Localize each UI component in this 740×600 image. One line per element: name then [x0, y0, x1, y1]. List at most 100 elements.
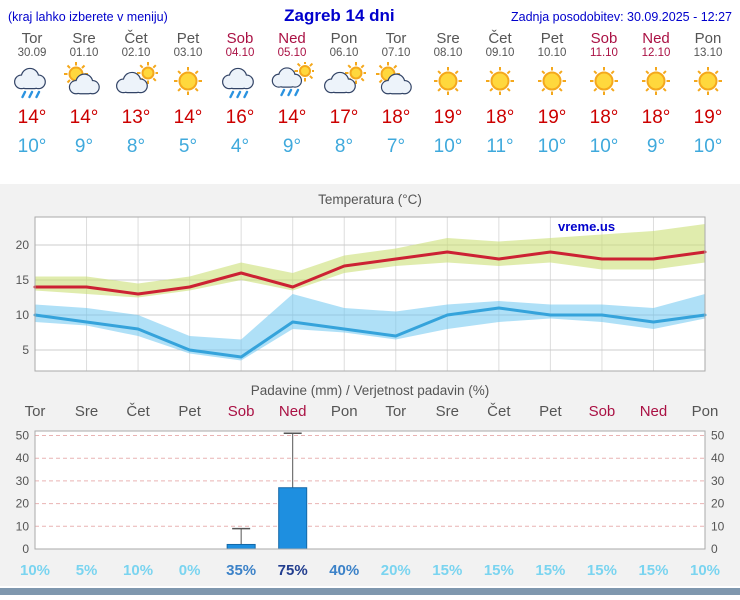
low-temp: 7°	[386, 136, 406, 157]
forecast-day-13-10[interactable]: Pon 13.10 19° 10°	[682, 30, 734, 158]
day-date: 03.10	[173, 47, 203, 59]
watermark: vreme.us	[558, 219, 615, 234]
forecast-day-30-09[interactable]: Tor 30.09 14° 10°	[6, 30, 58, 158]
high-temp: 14°	[277, 107, 307, 128]
header: (kraj lahko izberete v meniju) Zagreb 14…	[0, 0, 740, 26]
precip-probability: 10%	[19, 562, 51, 579]
svg-text:10: 10	[711, 519, 725, 533]
svg-text:20: 20	[16, 497, 30, 511]
day-name: Tor	[385, 30, 407, 47]
forecast-day-09-10[interactable]: Čet 09.10 18° 11°	[474, 30, 526, 158]
svg-text:40: 40	[711, 451, 725, 465]
precip-day-label: Tor	[385, 403, 407, 420]
precip-day-label: Ned	[278, 403, 307, 420]
cloudy-icon	[318, 59, 370, 106]
high-temp: 19°	[433, 107, 463, 128]
day-date: 04.10	[225, 47, 255, 59]
low-temp: 9°	[646, 136, 666, 157]
forecast-day-10-10[interactable]: Pet 10.10 19° 10°	[526, 30, 578, 158]
forecast-day-03-10[interactable]: Pet 03.10 14° 5°	[162, 30, 214, 158]
low-temp: 9°	[74, 136, 94, 157]
svg-text:20: 20	[711, 497, 725, 511]
day-date: 08.10	[433, 47, 463, 59]
sun-icon	[682, 59, 734, 106]
footer-bar	[0, 588, 740, 595]
precip-day-labels: Tor Sre Čet Pet Sob Ned Pon Tor Sre Čet Pet Sob Ned P…	[0, 402, 740, 423]
day-date: 30.09	[17, 47, 47, 59]
day-name: Čet	[124, 30, 148, 47]
forecast-day-12-10[interactable]: Ned 12.10 18° 9°	[630, 30, 682, 158]
precip-day-label: Pon	[691, 403, 719, 420]
low-temp: 10°	[693, 136, 723, 157]
temperature-chart-title: Temperatura (°C)	[318, 192, 422, 207]
high-temp: 18°	[485, 107, 515, 128]
day-name: Ned	[642, 30, 670, 47]
precip-chart-title: Padavine (mm) / Verjetnost padavin (%)	[250, 383, 490, 398]
precip-probability: 15%	[535, 562, 566, 579]
location-menu-hint: (kraj lahko izberete v meniju)	[8, 10, 168, 24]
svg-text:50: 50	[16, 429, 30, 443]
svg-text:30: 30	[16, 474, 30, 488]
day-name: Sob	[590, 30, 618, 47]
svg-text:30: 30	[711, 474, 725, 488]
day-date: 12.10	[641, 47, 671, 59]
day-date: 06.10	[329, 47, 359, 59]
forecast-day-06-10[interactable]: Pon 06.10 17° 8°	[318, 30, 370, 158]
forecast-day-04-10[interactable]: Sob 04.10 16° 4°	[214, 30, 266, 158]
svg-text:0: 0	[711, 542, 718, 556]
day-date: 13.10	[693, 47, 723, 59]
charts-panel: Temperatura (°C) 5 10 15 20 vreme.us Padavin…	[0, 184, 740, 586]
rain-icon	[214, 59, 266, 106]
svg-text:40: 40	[16, 451, 30, 465]
precip-day-label: Sre	[74, 403, 99, 420]
day-name: Pon	[694, 30, 722, 47]
high-temp: 13°	[121, 107, 151, 128]
last-update: Zadnja posodobitev: 30.09.2025 - 12:27	[510, 10, 732, 24]
precip-day-label: Tor	[24, 403, 46, 420]
sun-icon	[422, 59, 474, 106]
svg-text:20: 20	[16, 238, 30, 252]
cloudy-icon	[110, 59, 162, 106]
svg-text:0: 0	[22, 542, 29, 556]
partly-icon	[370, 59, 422, 106]
precip-day-label: Čet	[126, 403, 150, 420]
precip-probability: 40%	[329, 562, 360, 579]
precip-probability: 15%	[586, 562, 617, 579]
precip-probability: 15%	[638, 562, 669, 579]
precip-day-label: Sob	[588, 403, 616, 420]
day-date: 02.10	[121, 47, 151, 59]
day-date: 11.10	[590, 47, 618, 59]
low-temp: 10°	[433, 136, 463, 157]
low-temp: 10°	[17, 136, 47, 157]
precip-probability-labels: 10% 5% 10% 0% 35% 75% 40% 20% 15% 15% 15% 15% 15% 10%	[0, 561, 740, 582]
sun-icon	[162, 59, 214, 106]
forecast-day-02-10[interactable]: Čet 02.10 13° 8°	[110, 30, 162, 158]
day-date: 07.10	[381, 47, 411, 59]
svg-text:15: 15	[16, 273, 30, 287]
forecast-day-05-10[interactable]: Ned 05.10 14° 9°	[266, 30, 318, 158]
precip-day-label: Ned	[639, 403, 668, 420]
forecast-day-11-10[interactable]: Sob 11.10 18° 10°	[578, 30, 630, 158]
showers-icon	[266, 59, 318, 106]
day-date: 10.10	[537, 47, 567, 59]
precip-day-label: Čet	[487, 403, 511, 420]
day-name: Ned	[278, 30, 306, 47]
partly-icon	[58, 59, 110, 106]
precip-day-label: Sre	[435, 403, 459, 420]
forecast-day-08-10[interactable]: Sre 08.10 19° 10°	[422, 30, 474, 158]
precip-day-label: Sob	[227, 403, 255, 420]
high-temp: 14°	[173, 107, 203, 128]
forecast-day-07-10[interactable]: Tor 07.10 18° 7°	[370, 30, 422, 158]
precip-day-label: Pet	[178, 403, 201, 420]
high-temp: 14°	[17, 107, 47, 128]
day-name: Sre	[436, 30, 460, 47]
day-name: Pet	[176, 30, 200, 47]
precipitation-chart: 0 0 10 10 20 20 30 30 40 40 50 50	[16, 429, 725, 556]
sun-icon	[578, 59, 630, 106]
day-date: 05.10	[277, 47, 307, 59]
low-temp: 11°	[486, 136, 514, 157]
high-temp: 19°	[693, 107, 723, 128]
low-temp: 5°	[178, 136, 198, 157]
forecast-day-01-10[interactable]: Sre 01.10 14° 9°	[58, 30, 110, 158]
high-temp: 16°	[225, 107, 255, 128]
